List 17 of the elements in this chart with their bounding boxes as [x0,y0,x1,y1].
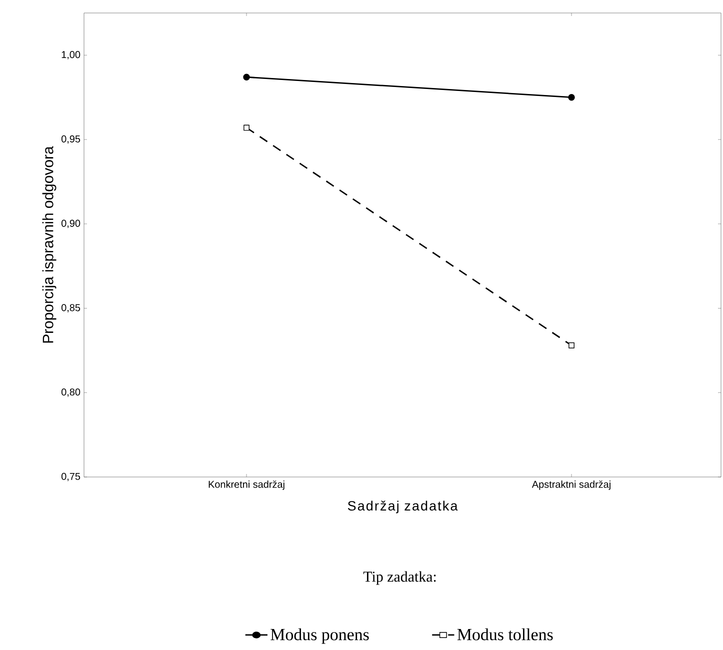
y-tick-label: 0,85 [61,304,80,312]
legend-label: Modus ponens [270,628,369,644]
point [568,94,575,101]
point [243,74,250,80]
x-axis-title: Sadržaj zadatka [348,500,458,514]
legend-title: Tip zadatka: [363,571,436,585]
y-tick-label: 0,90 [61,220,80,228]
y-axis-title: Proporcija ispravnih odgovora [42,146,56,343]
x-tick-label: Apstraktni sadržaj [532,480,610,490]
legend-label: Modus tollens [457,628,553,640]
x-tick-label: Konkretni sadržaj [208,480,284,490]
y-tick-label: 0,80 [61,388,80,397]
y-tick-label: 0,75 [61,472,80,482]
point [244,124,250,131]
y-tick-label: 1,00 [62,51,80,60]
point [568,342,574,348]
y-tick-label: 0,95 [61,135,80,144]
